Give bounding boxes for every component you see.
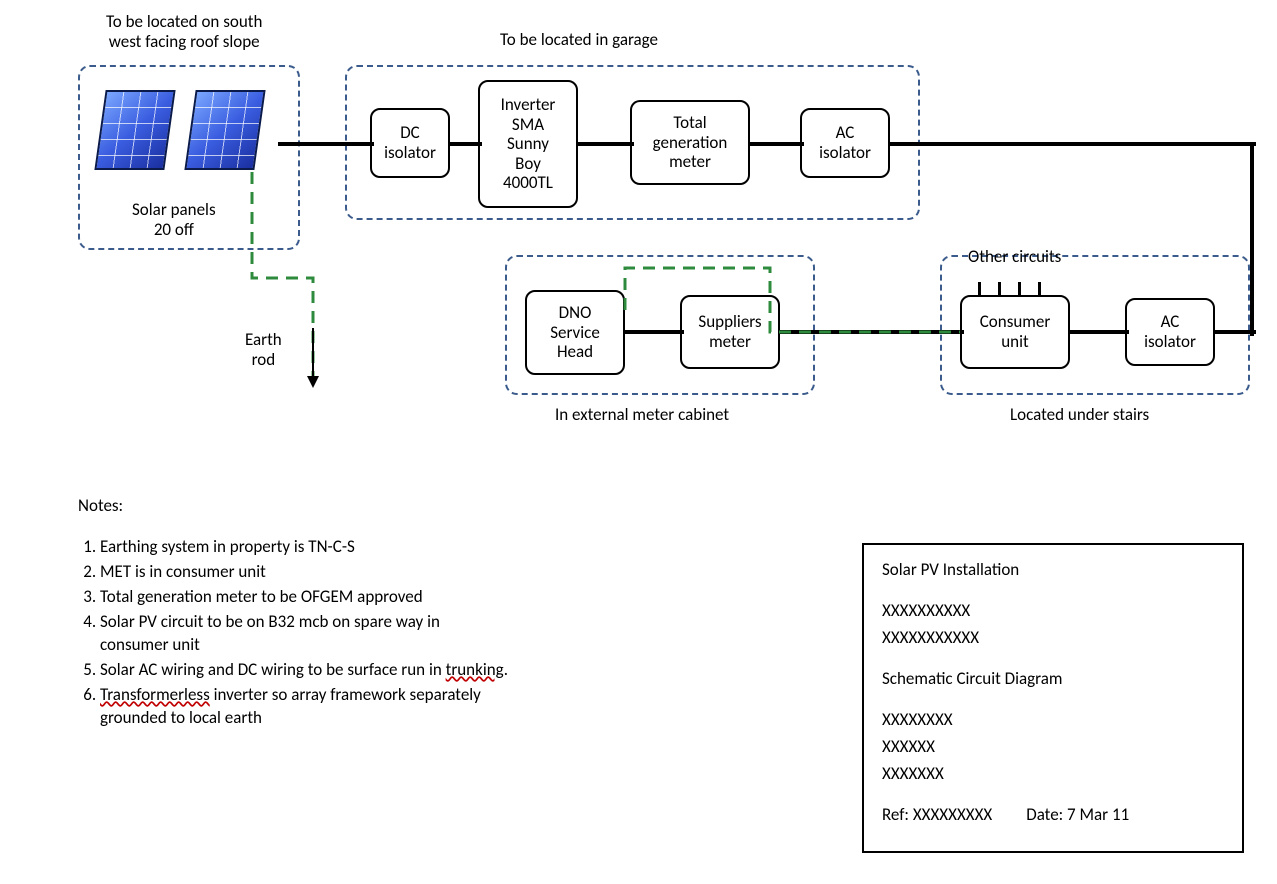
wire <box>780 330 964 334</box>
note-item: Earthing system in property is TN-C-S <box>100 536 508 559</box>
note-item: Solar AC wiring and DC wiring to be surf… <box>100 659 508 682</box>
title-line: Ref: XXXXXXXXX Date: 7 Mar 11 <box>882 804 1224 827</box>
label: Solar panels20 off <box>132 200 216 241</box>
arrow-down-icon <box>307 376 319 388</box>
note-item: Total generation meter to be OFGEM appro… <box>100 586 508 609</box>
wire <box>1070 330 1129 334</box>
title-line: XXXXXXX <box>882 763 1224 786</box>
label: To be located in garage <box>500 30 658 50</box>
circuit-stub <box>998 282 1001 296</box>
wire <box>890 142 1256 146</box>
node-sup-meter: Suppliersmeter <box>680 295 780 369</box>
title-block: Solar PV InstallationXXXXXXXXXXXXXXXXXXX… <box>862 543 1244 853</box>
node-inverter: InverterSMASunnyBoy4000TL <box>478 80 578 208</box>
title-line: XXXXXXXXXXX <box>882 627 1224 650</box>
wire <box>1250 144 1254 336</box>
node-ac-isolator2: ACisolator <box>1125 298 1215 366</box>
circuit-stub <box>1018 282 1021 296</box>
note-item: MET is in consumer unit <box>100 561 508 584</box>
node-dc-isolator: DCisolator <box>370 108 450 178</box>
notes-block: Notes: Earthing system in property is TN-… <box>78 495 508 731</box>
label: Earthrod <box>245 330 282 371</box>
wire <box>278 142 374 146</box>
diagram-stage: To be located on southwest facing roof s… <box>0 0 1277 884</box>
label: In external meter cabinet <box>555 405 729 425</box>
wire <box>578 142 634 146</box>
circuit-stub <box>1038 282 1041 296</box>
solar-panel-icon <box>94 90 175 170</box>
wire <box>1215 330 1256 334</box>
node-ac-isolator1: ACisolator <box>800 108 890 178</box>
circuit-stub <box>978 282 981 296</box>
title-line: XXXXXXXX <box>882 709 1224 732</box>
title-line: XXXXXX <box>882 736 1224 759</box>
note-item: Solar PV circuit to be on B32 mcb on spa… <box>100 611 508 657</box>
notes-title: Notes: <box>78 495 508 518</box>
label: To be located on southwest facing roof s… <box>106 12 262 53</box>
label: Located under stairs <box>1010 405 1149 425</box>
label: Other circuits <box>968 247 1061 267</box>
node-dno: DNOServiceHead <box>525 290 625 375</box>
note-item: Transformerless inverter so array framew… <box>100 684 508 730</box>
title-line: Schematic Circuit Diagram <box>882 668 1224 691</box>
title-line: Solar PV Installation <box>882 559 1224 582</box>
wire <box>625 330 684 334</box>
solar-panel-icon <box>184 90 265 170</box>
node-consumer: Consumerunit <box>960 295 1070 369</box>
title-line: XXXXXXXXXX <box>882 600 1224 623</box>
wire <box>450 142 482 146</box>
earth-rod-line <box>312 328 314 378</box>
node-gen-meter: Totalgenerationmeter <box>630 100 750 185</box>
wire <box>750 142 804 146</box>
